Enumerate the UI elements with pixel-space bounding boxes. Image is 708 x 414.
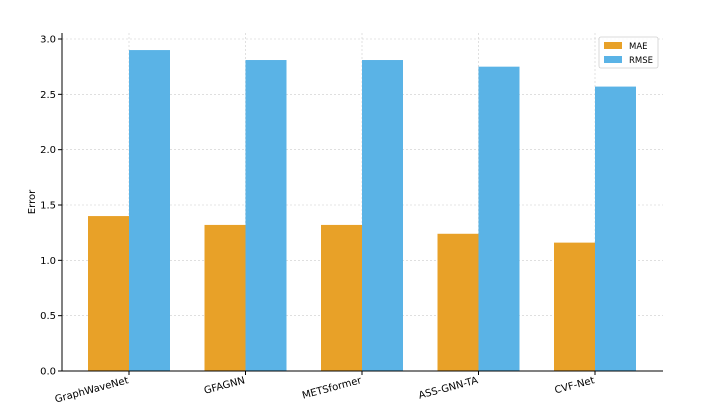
bar-mae-metsformer (321, 224, 362, 371)
bar-rmse-cvf-net (595, 86, 636, 371)
y-tick-label: 1.5 (40, 201, 56, 212)
bar-mae-ass-gnn-ta (437, 233, 479, 371)
x-ticks: GraphWaveNet GFAGNN METSformer ASS-GNN-TA CV… (54, 371, 596, 405)
legend-swatch-mae (604, 42, 622, 49)
x-tick-label-cvf-net: CVF-Net (554, 375, 596, 396)
bar-mae-cvf-net (554, 242, 595, 371)
x-tick-label-gfagnn: GFAGNN (203, 375, 246, 396)
legend-label-rmse: RMSE (629, 56, 653, 66)
legend: MAE RMSE (598, 36, 659, 69)
y-tick-label: 0.0 (40, 367, 56, 378)
bar-mae-gfagnn (204, 224, 246, 371)
y-tick-label: 3.0 (40, 35, 56, 46)
y-tick-label: 2.5 (40, 90, 56, 101)
bars (88, 50, 636, 372)
legend-swatch-rmse (604, 56, 622, 63)
y-tick-label: 0.5 (40, 311, 56, 322)
bar-rmse-metsformer (362, 60, 403, 371)
bar-rmse-ass-gnn-ta (478, 66, 520, 372)
x-tick-label-graphwavenet: GraphWaveNet (54, 375, 130, 405)
y-axis-title: Error (27, 189, 38, 214)
y-ticks: 0.0 0.5 1.0 1.5 2.0 2.5 3.0 (40, 35, 62, 378)
y-tick-label: 2.0 (40, 145, 56, 156)
x-tick-label-ass-gnn-ta: ASS-GNN-TA (417, 375, 479, 401)
legend-label-mae: MAE (629, 42, 648, 52)
bar-rmse-graphwavenet (129, 50, 170, 372)
y-tick-label: 1.0 (40, 256, 56, 267)
x-tick-label-metsformer: METSformer (301, 375, 364, 402)
bar-rmse-gfagnn (245, 60, 287, 371)
bar-mae-graphwavenet (88, 216, 129, 371)
